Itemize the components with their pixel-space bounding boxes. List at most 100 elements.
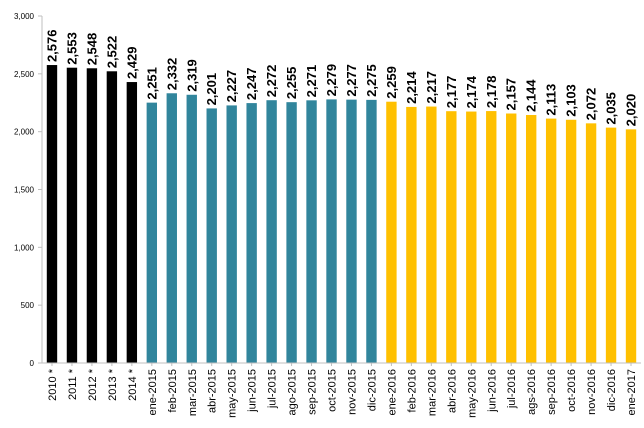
bar [326, 99, 337, 364]
data-label: 2,279 [324, 64, 339, 97]
x-tick-label: ags-2016 [526, 369, 538, 415]
data-label: 2,072 [584, 88, 599, 121]
bar [406, 106, 417, 363]
bar [66, 67, 78, 363]
y-tick-label: 1,500 [14, 186, 35, 195]
x-tick-label: abr-2016 [446, 369, 458, 413]
data-label: 2,272 [264, 65, 279, 98]
x-tick-label: dic-2016 [606, 369, 618, 411]
bar [486, 111, 497, 363]
x-tick-label: may-2016 [466, 369, 478, 418]
x-tick-label: 2011 * [67, 368, 79, 400]
y-tick-label: 0 [30, 359, 35, 368]
y-tick-label: 2,000 [14, 128, 35, 137]
x-axis: 2010 * 2011 * 2012 * 2013 * 2014 * ene-2015 fe… [42, 362, 641, 418]
data-label: 2,275 [364, 64, 379, 97]
bar [585, 123, 597, 363]
data-label: 2,429 [124, 46, 139, 79]
y-tick-label: 1,000 [14, 243, 35, 252]
data-label: 2,217 [424, 71, 439, 104]
bar [446, 111, 457, 363]
x-tick-label: feb-2015 [167, 369, 179, 412]
data-label: 2,020 [624, 94, 639, 127]
bar [426, 106, 437, 363]
bar [266, 100, 277, 364]
x-tick-label: jul-2016 [506, 369, 518, 409]
bars [46, 65, 637, 364]
x-tick-label: ene-2016 [386, 369, 398, 416]
bar [366, 99, 377, 363]
bar [46, 65, 58, 363]
x-tick-label: jun-2016 [486, 369, 498, 413]
data-label: 2,255 [284, 67, 299, 100]
data-label: 2,113 [544, 84, 559, 116]
bar [306, 100, 317, 364]
x-tick-label: sep-2016 [546, 369, 558, 415]
data-label: 2,319 [184, 59, 199, 92]
bar [506, 113, 517, 363]
bar [166, 93, 177, 364]
data-label: 2,214 [404, 71, 419, 104]
x-tick-label: sep-2015 [307, 369, 319, 415]
y-tick-label: 500 [21, 301, 35, 310]
data-label: 2,277 [344, 64, 359, 97]
data-label: 2,553 [64, 32, 79, 65]
data-labels: 2,576 2,553 2,548 2,522 2,429 2,251 2,332 2,319… [44, 29, 638, 126]
bar [106, 71, 118, 363]
data-label: 2,227 [224, 70, 239, 103]
data-label: 2,035 [604, 92, 619, 125]
x-tick-label: nov-2015 [346, 369, 358, 415]
x-tick-label: 2012 * [87, 368, 99, 401]
y-axis: 0 500 1,000 1,500 2,000 2,500 3,000 [14, 12, 43, 368]
x-tick-label: 2013 * [107, 368, 119, 401]
bar [605, 127, 617, 363]
data-label: 2,251 [144, 67, 159, 100]
bar [246, 103, 257, 364]
x-tick-label: mar-2015 [187, 369, 199, 416]
x-tick-label: oct-2015 [327, 369, 339, 412]
bar [286, 102, 297, 364]
bar [186, 94, 197, 364]
x-tick-label: ene-2015 [147, 369, 159, 416]
data-label: 2,177 [444, 76, 459, 109]
bar [86, 68, 98, 363]
x-tick-label: oct-2016 [566, 369, 578, 412]
data-label: 2,548 [84, 33, 99, 66]
data-label: 2,103 [564, 84, 579, 117]
data-label: 2,174 [464, 75, 479, 108]
data-label: 2,332 [164, 58, 179, 91]
x-tick-label: jul-2015 [267, 369, 279, 409]
bar [525, 115, 537, 363]
data-label: 2,522 [104, 36, 119, 69]
bar [146, 102, 158, 363]
bar [346, 99, 357, 363]
data-label: 2,271 [304, 65, 319, 98]
bar [545, 118, 557, 363]
x-tick-label: feb-2016 [406, 369, 418, 412]
data-label: 2,259 [384, 66, 399, 99]
data-label: 2,157 [504, 78, 519, 111]
bar [625, 129, 637, 363]
y-tick-label: 3,000 [14, 12, 35, 21]
bar [206, 108, 217, 363]
x-tick-label: may-2015 [227, 369, 239, 418]
bar [386, 101, 397, 364]
bar [126, 82, 138, 364]
data-label: 2,144 [524, 79, 539, 112]
x-tick-label: mar-2016 [426, 369, 438, 416]
x-tick-label: nov-2016 [586, 369, 598, 415]
y-tick-label: 2,500 [14, 70, 35, 79]
bar [565, 119, 577, 364]
data-label: 2,576 [44, 29, 59, 62]
bar [466, 111, 477, 363]
x-tick-label: ago-2015 [287, 369, 299, 416]
bar [226, 105, 237, 363]
x-tick-label: abr-2015 [207, 369, 219, 413]
x-tick-label: 2010 * [47, 368, 59, 401]
x-tick-label: jun-2015 [247, 369, 259, 413]
x-tick-label: dic-2015 [366, 369, 378, 411]
x-tick-label: 2014 * [127, 368, 139, 401]
data-label: 2,201 [204, 73, 219, 106]
x-tick-label: ene-2017 [626, 369, 638, 416]
